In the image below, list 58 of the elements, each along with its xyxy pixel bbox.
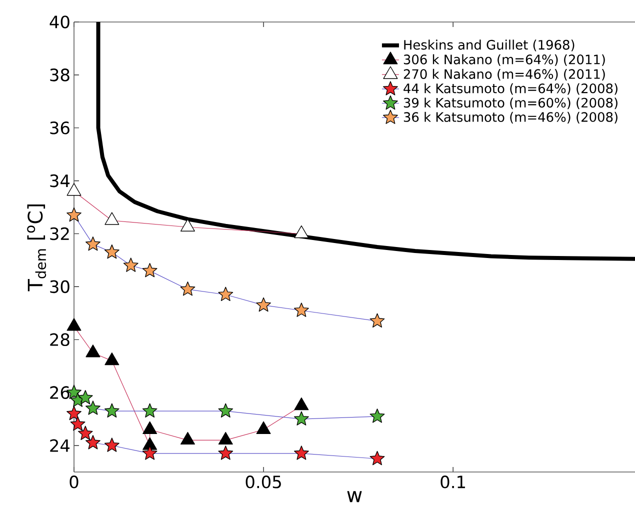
y-tick-label: 28 (50, 333, 70, 346)
point (370, 450, 385, 466)
x-axis-title: w (347, 491, 362, 502)
point (70, 416, 86, 431)
y-tick-label: 40 (50, 16, 70, 28)
point (370, 313, 385, 328)
point (180, 218, 195, 232)
point (142, 262, 158, 278)
x-tick-label: 0.1 (440, 476, 465, 488)
y-tick-label: 36 (50, 121, 70, 134)
point (66, 406, 82, 420)
point (142, 403, 158, 418)
y-axis-title: T$_{dem}$ [$^{o}$C] (27, 204, 46, 292)
legend-label: 36 k Katsumoto (m=46%) (2008) (404, 112, 618, 124)
point (218, 432, 233, 445)
legend-label: 44 k Katsumoto (m=64%) (2008) (404, 83, 618, 95)
point (142, 421, 158, 434)
legend-label: 270 k Nakano (m=46%) (2011) (404, 68, 605, 80)
point (104, 438, 120, 452)
point (294, 397, 309, 410)
point (104, 403, 120, 418)
point (294, 302, 309, 317)
point (256, 297, 271, 312)
point (142, 437, 158, 450)
point (180, 432, 195, 445)
point (86, 435, 100, 450)
y-tick-label: 26 (50, 386, 70, 399)
point (294, 225, 309, 238)
point (123, 258, 138, 272)
y-tick-label: 34 (50, 174, 70, 188)
y-tick-label: 38 (50, 68, 70, 82)
point (86, 236, 100, 251)
point (294, 446, 309, 460)
point (256, 421, 271, 434)
point (66, 207, 82, 222)
y-tick-label: 32 (50, 227, 69, 240)
point (78, 390, 93, 404)
point (180, 282, 196, 296)
point (104, 212, 120, 225)
point (86, 400, 100, 415)
legend-label: 306 k Nakano (m=64%) (2011) (404, 54, 605, 66)
point (294, 411, 309, 426)
point (142, 446, 158, 460)
point (104, 244, 120, 259)
point (66, 318, 82, 331)
point (104, 352, 120, 366)
point (78, 426, 93, 440)
legend-label: 39 k Katsumoto (m=60%) (2008) (404, 98, 618, 110)
point (370, 408, 385, 423)
point (218, 286, 234, 302)
x-tick-label: 0.05 (246, 476, 281, 488)
point (218, 446, 234, 460)
point (218, 403, 234, 418)
legend-label: Heskins and Guillet (1968) (404, 40, 574, 52)
y-tick-label: 30 (50, 280, 70, 294)
point (86, 344, 100, 358)
y-tick-label: 24 (50, 439, 70, 452)
x-tick-label: 0 (70, 476, 78, 488)
